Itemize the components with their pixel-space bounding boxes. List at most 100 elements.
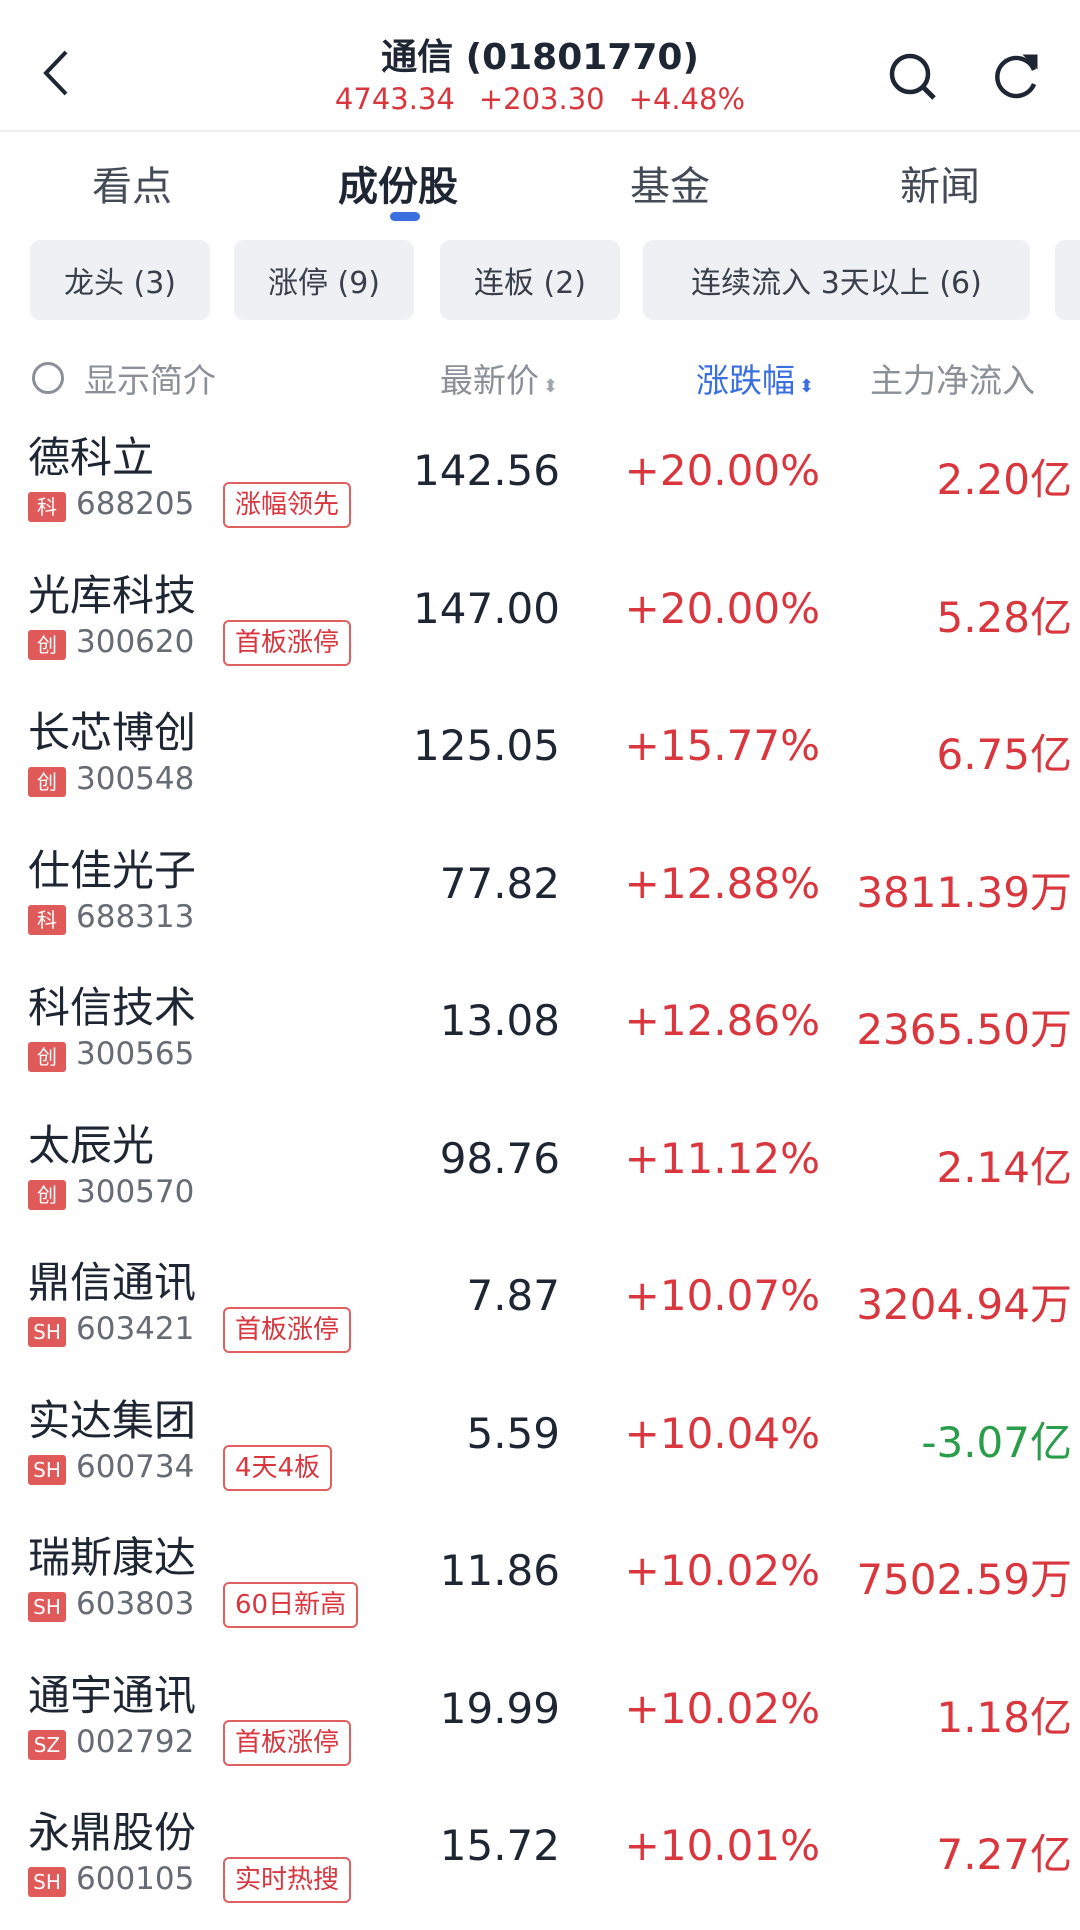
stock-name: 实达集团 [28,1395,197,1445]
stock-name: 瑞斯康达 [28,1533,197,1582]
market-badge: SH [28,1317,66,1347]
latest-price: 13.08 [439,996,560,1045]
show-intro-label[interactable]: 显示简介 [84,361,216,400]
chip-limit-up[interactable]: 涨停 (9) [234,240,414,320]
stock-code: 300548 [76,761,195,797]
tab-funds[interactable]: 基金 [630,164,710,210]
market-badge: 创 [28,629,66,660]
change-pct: +10.07% [624,1271,820,1320]
latest-price: 15.72 [439,1821,560,1870]
net-inflow: 2365.50万 [856,1005,1072,1054]
stock-name: 永鼎股份 [28,1808,197,1857]
stock-code: 688205 [76,486,195,522]
price-column-header[interactable]: 最新价 ⬍ [440,354,558,402]
net-inflow: 7.27亿 [936,1830,1072,1879]
stock-name: 仕佳光子 [28,845,197,895]
stock-name: 太辰光 [28,1120,155,1170]
tab-constituents[interactable]: 成份股 [338,164,458,210]
stock-code: 600734 [76,1448,195,1485]
latest-price: 147.00 [413,583,560,633]
market-badge: 科 [28,904,66,935]
stock-code: 300565 [76,1036,195,1072]
stock-code: 600105 [76,1861,195,1897]
stock-code: 300620 [76,623,195,660]
refresh-icon[interactable] [990,50,1044,104]
table-row[interactable]: 德科立 科 688205 涨幅领先 142.56 +20.00% 2.20亿 [0,414,1080,552]
latest-price: 77.82 [439,858,560,908]
change-pct: +15.77% [624,721,820,770]
sort-icon: ⬍ [543,376,559,397]
stock-tag: 60日新高 [223,1582,359,1628]
net-inflow: 3204.94万 [856,1280,1072,1329]
column-header: 显示简介 最新价 ⬍ 涨跌幅 ⬍ 主力净流入 [0,332,1080,414]
change-pct: +10.04% [624,1408,820,1458]
stock-tag: 实时热搜 [223,1857,352,1903]
chip-consecutive-boards[interactable]: 连板 (2) [440,240,620,320]
search-icon[interactable] [886,50,940,104]
table-row[interactable]: 长芯博创 创 300548 125.05 +15.77% 6.75亿 [0,689,1080,827]
market-badge: SZ [28,1729,66,1760]
stock-tag: 首板涨停 [223,1307,352,1353]
chip-leaders[interactable]: 龙头 (3) [30,240,210,320]
net-inflow: 2.20亿 [936,455,1072,504]
latest-price: 125.05 [413,721,560,770]
latest-price: 5.59 [466,1408,560,1458]
table-row[interactable]: 仕佳光子 科 688313 77.82 +12.88% 3811.39万 [0,827,1080,965]
index-change-pct: +4.48% [628,82,746,116]
stock-tag: 首板涨停 [223,619,352,666]
net-inflow-column-header[interactable]: 主力净流入 [870,361,1035,400]
change-pct: +10.01% [624,1821,820,1870]
table-row[interactable]: 光库科技 创 300620 首板涨停 147.00 +20.00% 5.28亿 [0,552,1080,690]
table-row[interactable]: 科信技术 创 300565 13.08 +12.86% 2365.50万 [0,964,1080,1102]
change-pct: +11.12% [624,1133,820,1183]
index-change: +203.30 [478,82,605,116]
table-row[interactable]: 通宇通讯 SZ 002792 首板涨停 19.99 +10.02% 1.18亿 [0,1652,1080,1790]
stock-name: 科信技术 [28,983,197,1032]
index-quote: 4743.34 +203.30 +4.48% [0,82,1080,116]
latest-price: 11.86 [439,1546,560,1595]
price-header-label: 最新价 [440,361,539,400]
chip-continuous-inflow[interactable]: 连续流入 3天以上 (6) [643,240,1030,320]
table-row[interactable]: 永鼎股份 SH 600105 实时热搜 15.72 +10.01% 7.27亿 [0,1789,1080,1927]
stock-code: 300570 [76,1173,195,1210]
table-row[interactable]: 瑞斯康达 SH 603803 60日新高 11.86 +10.02% 7502.… [0,1514,1080,1652]
market-badge: 创 [28,767,66,797]
stock-code: 002792 [76,1723,195,1760]
latest-price: 7.87 [466,1271,560,1320]
tab-news[interactable]: 新闻 [900,164,980,210]
stock-name: 长芯博创 [28,708,197,757]
stock-name: 通宇通讯 [28,1670,197,1720]
latest-price: 142.56 [413,446,560,495]
market-badge: SH [28,1592,66,1622]
table-row[interactable]: 太辰光 创 300570 98.76 +11.12% 2.14亿 [0,1102,1080,1240]
stock-code: 603421 [76,1311,195,1347]
stock-list: 德科立 科 688205 涨幅领先 142.56 +20.00% 2.20亿 光库… [0,414,1080,1927]
back-arrow-icon[interactable] [36,48,76,98]
table-row[interactable]: 鼎信通讯 SH 603421 首板涨停 7.87 +10.07% 3204.94… [0,1239,1080,1377]
chip-more[interactable] [1055,240,1080,320]
net-inflow: 1.18亿 [936,1692,1072,1742]
net-inflow: -3.07亿 [921,1417,1072,1467]
net-inflow: 5.28亿 [936,592,1072,642]
change-pct: +20.00% [624,583,820,633]
stock-code: 603803 [76,1586,195,1622]
stock-tag: 首板涨停 [223,1719,352,1766]
header: 通信 (01801770) 4743.34 +203.30 +4.48% [0,0,1080,132]
change-pct: +12.88% [624,858,820,908]
change-pct: +20.00% [624,446,820,495]
change-column-header[interactable]: 涨跌幅 ⬍ [696,354,814,402]
latest-price: 98.76 [439,1133,560,1183]
change-pct: +10.02% [624,1683,820,1733]
active-tab-indicator [390,212,420,221]
market-badge: 创 [28,1042,66,1072]
stock-tag: 涨幅领先 [223,482,352,528]
show-intro-radio[interactable] [32,362,64,394]
sort-icon: ⬍ [799,376,815,397]
market-badge: SH [28,1867,66,1897]
change-pct: +10.02% [624,1546,820,1595]
table-row[interactable]: 实达集团 SH 600734 4天4板 5.59 +10.04% -3.07亿 [0,1377,1080,1515]
market-badge: 科 [28,492,66,522]
tab-highlights[interactable]: 看点 [92,164,172,210]
change-pct: +12.86% [624,996,820,1045]
net-inflow: 7502.59万 [856,1555,1072,1604]
